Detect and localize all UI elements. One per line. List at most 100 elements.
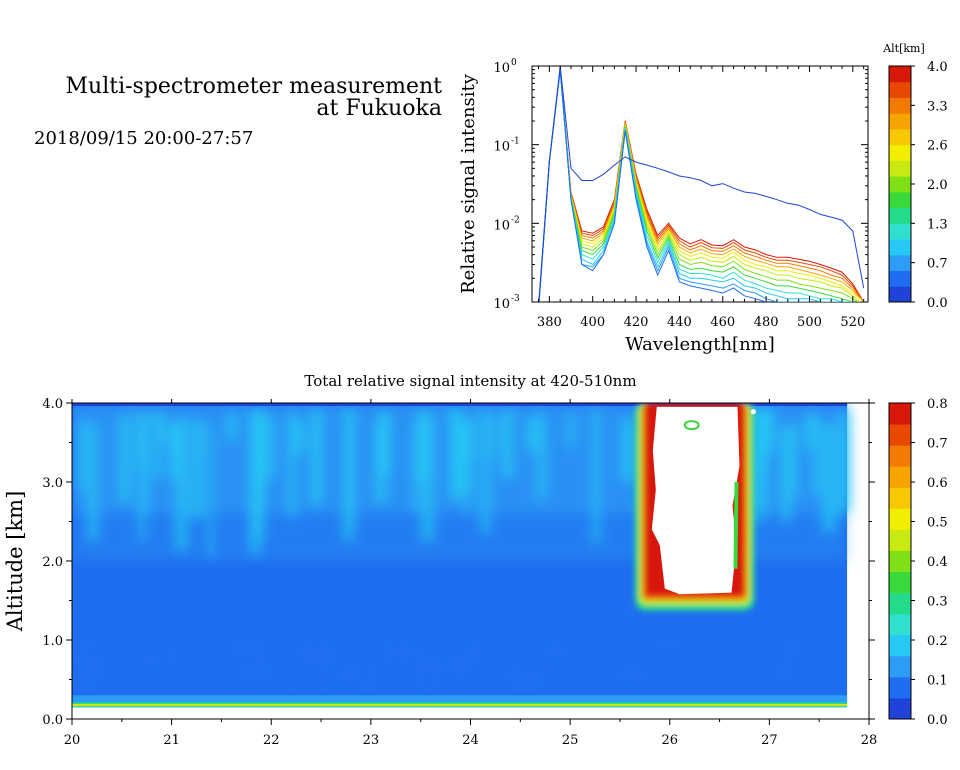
spectrum-series-line (538, 69, 768, 302)
y-tick-exponent: -1 (511, 137, 520, 147)
x-tick-label: 21 (163, 733, 180, 748)
heatmap-streak (805, 415, 818, 450)
colorbar-tick-label: 0.7 (927, 437, 948, 452)
colorbar-segment (889, 655, 911, 678)
x-tick-label: 23 (363, 733, 380, 748)
colorbar-tick-label: 0.7 (927, 257, 948, 272)
spectrum-series-line (538, 69, 865, 302)
heatmap-low-blob (360, 667, 379, 688)
heatmap-streak (839, 410, 851, 510)
cloud-dot (750, 409, 756, 415)
y-tick-label: 10 (493, 218, 510, 233)
cloud-saturated-core (651, 406, 740, 595)
colorbar-segment (889, 160, 911, 177)
colorbar-segment (889, 487, 911, 509)
spectrum-series-line (538, 69, 865, 302)
x-tick-label: 380 (537, 315, 562, 330)
heatmap-streak (175, 418, 188, 550)
heatmap-streak (118, 416, 131, 502)
heatmap-streak (140, 415, 148, 515)
heatmap-title: Total relative signal intensity at 420-5… (304, 372, 636, 390)
colorbar-segment (889, 508, 911, 530)
heatmap-streak (481, 409, 490, 534)
colorbar-segment (889, 613, 911, 636)
y-axis-label: Altitude [km] (3, 491, 27, 633)
colorbar-segment (889, 286, 911, 303)
heatmap-low-blob (500, 665, 548, 688)
colorbar-segment (889, 676, 911, 699)
heatmap-streak (88, 423, 98, 542)
heatmap-streak (378, 410, 391, 474)
surface-band-outer (72, 695, 848, 708)
colorbar-segment (889, 254, 911, 272)
heatmap-colorbar: 0.8 0.7 0.6 0.5 0.4 0.3 0.2 0.1 0.0 (888, 397, 948, 728)
heatmap-low-blob (676, 650, 703, 663)
heatmap-low-blob (72, 667, 99, 687)
x-tick-label: 27 (761, 733, 778, 748)
title-line-2: at Fukuoka (316, 96, 442, 121)
heatmap-streak (537, 414, 546, 499)
spectrum-series-line (538, 69, 865, 302)
x-axis-label: Wavelength[nm] (625, 334, 775, 355)
x-tick-label: 400 (580, 315, 605, 330)
heatmap-low-blob (642, 633, 689, 655)
colorbar-tick-label: 1.3 (927, 217, 948, 232)
y-tick-label: 3.0 (42, 476, 63, 491)
heatmap-streak (822, 424, 836, 532)
y-tick-label: 4.0 (42, 397, 63, 412)
heatmap-streak (250, 424, 261, 555)
colorbar-segment (889, 239, 911, 256)
x-tick-label: 460 (710, 315, 735, 330)
x-tick-label: 25 (562, 733, 579, 748)
heatmap-low-blob (157, 645, 188, 666)
heatmap-streak (312, 408, 323, 503)
heatmap-low-blob (406, 655, 451, 674)
colorbar-segment (889, 144, 911, 161)
x-tick-label: 500 (797, 315, 822, 330)
colorbar-segment (889, 403, 911, 425)
y-axis-label: Relative signal intensity (458, 73, 479, 294)
heatmap-streak (567, 414, 575, 448)
colorbar-segment (889, 529, 911, 551)
spectrum-series-line (538, 69, 855, 302)
heatmap-streak (421, 413, 434, 542)
y-tick-label: 1.0 (42, 634, 63, 649)
heatmap-streak (621, 419, 636, 481)
colorbar-tick-label: 2.6 (927, 139, 948, 154)
heatmap-streak (344, 426, 353, 542)
heatmap-streak (470, 414, 476, 461)
heatmap-streak (812, 415, 820, 496)
spectrum-series-line (538, 69, 865, 302)
colorbar-tick-label: 0.4 (927, 555, 948, 570)
heatmap-streak (788, 424, 798, 498)
heatmap-low-blob (334, 669, 364, 682)
title-line-1: Multi-spectrometer measurement (65, 74, 443, 99)
heatmap-low-blob (220, 666, 236, 683)
heatmap-streak (592, 410, 600, 544)
heatmap-streak (526, 416, 538, 453)
colorbar-segment (889, 223, 911, 240)
heatmap-streak (760, 411, 768, 464)
heatmap-streak (191, 420, 203, 519)
colorbar-tick-label: 4.0 (927, 60, 948, 75)
heatmap-streak (765, 408, 775, 452)
colorbar-tick-label: 0.5 (927, 516, 948, 531)
x-tick-label: 520 (840, 315, 865, 330)
colorbar-segment (889, 634, 911, 657)
date-range: 2018/09/15 20:00-27:57 (34, 128, 254, 149)
colorbar-segment (889, 466, 911, 488)
colorbar-tick-label: 3.3 (927, 99, 948, 114)
heatmap-low-blob (240, 667, 276, 682)
colorbar-tick-label: 0.6 (927, 476, 948, 491)
colorbar-segment (889, 207, 911, 224)
colorbar-tick-label: 2.0 (927, 178, 948, 193)
colorbar-segment (889, 424, 911, 446)
heatmap-streak (292, 420, 305, 454)
y-tick-exponent: -3 (511, 294, 520, 304)
spectrum-series-line (538, 69, 859, 302)
heatmap-low-blob (715, 640, 733, 649)
heatmap-streak (199, 419, 204, 454)
heatmap-streak (413, 426, 418, 513)
y-tick-exponent: -2 (511, 215, 520, 225)
